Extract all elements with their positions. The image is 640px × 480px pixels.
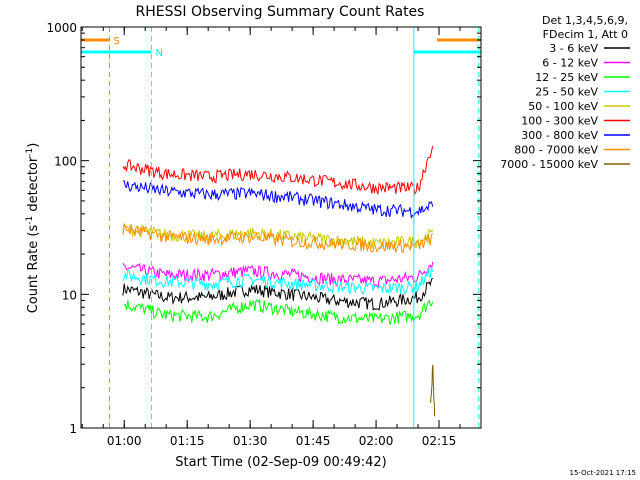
legend-label-9: 7000 - 15000 keV [500,158,598,171]
flag-label-S: S [114,36,120,47]
timestamp: 15-Oct-2021 17:15 [570,469,636,477]
y-tick-label: 100 [54,155,77,169]
plot-frame [80,26,482,429]
y-tick-label: 10 [62,288,77,302]
legend-header-line-1: Det 1,3,4,5,6,9, [542,14,628,27]
legend-label-7: 300 - 800 keV [521,129,598,142]
series-line-2 [122,261,434,290]
x-axis-label: Start Time (02-Sep-09 00:49:42) [175,455,386,470]
x-tick-label: 01:15 [170,434,205,448]
y-tick-label: 1000 [46,21,77,35]
x-tick-label: 01:45 [296,434,331,448]
series-line-1 [122,277,434,311]
legend-label-4: 25 - 50 keV [535,86,598,99]
x-tick-label: 02:15 [422,434,457,448]
flag-label-N: N [156,48,163,59]
y-axis-label: Count Rate (s-1 detector-1) [25,143,41,314]
series-line-8 [122,223,434,254]
series-layer [122,145,436,417]
x-tick-label: 02:00 [359,434,394,448]
series-line-7 [122,180,434,220]
x-tick-label: 01:30 [233,434,268,448]
tick-layer: 1 10 100 1000 01:00 01:15 01:30 01:45 02:00 02:15 [46,21,482,448]
x-tick-label: 01:00 [107,434,142,448]
y-tick-label: 1 [69,422,77,436]
legend-label-3: 12 - 25 keV [535,71,598,84]
chart-title: RHESSI Observing Summary Count Rates [136,4,425,20]
legend-label-1: 3 - 6 keV [549,42,598,55]
legend-header-line-2: FDecim 1, Att 0 [543,28,628,41]
series-line-5 [122,221,434,249]
series-line-3 [124,298,434,326]
legend-label-6: 100 - 300 keV [521,115,598,128]
legend-label-5: 50 - 100 keV [528,100,598,113]
legend-label-8: 800 - 7000 keV [514,144,598,157]
series-line-6 [122,145,434,195]
legend-label-2: 6 - 12 keV [542,57,598,70]
series-line-9 [430,364,436,417]
series-line-4 [122,266,434,295]
